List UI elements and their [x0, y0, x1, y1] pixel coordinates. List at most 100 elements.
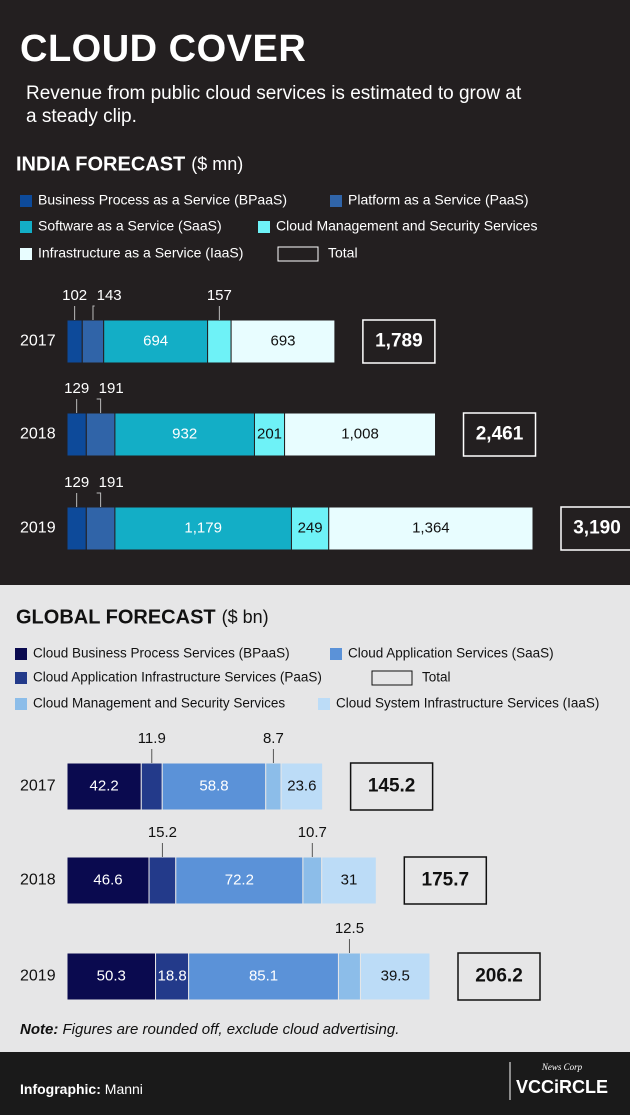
total-box [403, 856, 488, 905]
bar-segment [253, 412, 286, 457]
data-label: 11.9 [138, 730, 166, 747]
total-label: 206.2 [475, 966, 523, 987]
bar-segment [230, 319, 336, 364]
legend-total-box [277, 246, 319, 262]
y-tick-label: 2017 [20, 778, 56, 795]
legend-label: Infrastructure as a Service (IaaS) [38, 245, 243, 261]
data-label: 157 [207, 287, 232, 304]
data-label: 129 [64, 474, 89, 491]
bar-segment [280, 762, 324, 811]
data-label: 129 [64, 380, 89, 397]
legend-label: Cloud System Infrastructure Services (Ia… [336, 696, 599, 711]
total-label: 3,190 [573, 518, 621, 539]
legend-label: Total [328, 245, 358, 261]
data-label: 50.3 [97, 967, 126, 984]
legend-label: Software as a Service (SaaS) [38, 218, 222, 234]
legend-swatch [258, 221, 270, 233]
brand: VCCiRCLE [516, 1077, 608, 1097]
data-label: 15.2 [148, 824, 177, 841]
footer-credit: Infographic: Manni [20, 1081, 143, 1097]
legend-swatch [330, 648, 342, 660]
y-tick-label: 2018 [20, 426, 56, 443]
data-label: 191 [99, 474, 124, 491]
data-label: 72.2 [225, 871, 254, 888]
legend-swatch [20, 248, 32, 260]
leader-line [92, 305, 95, 320]
bar-segment [207, 319, 232, 364]
y-tick-label: 2017 [20, 333, 56, 350]
bar-segment [66, 762, 142, 811]
legend-label: Cloud Business Process Services (BPaaS) [33, 646, 290, 661]
bar-segment [284, 412, 437, 457]
total-label: 1,789 [375, 331, 423, 352]
footer-background [0, 1052, 630, 1115]
bar-segment [302, 856, 323, 905]
bar-segment [114, 412, 255, 457]
legend-label: Business Process as a Service (BPaaS) [38, 192, 287, 208]
legend-total-box [371, 670, 413, 686]
chart-unit: ($ mn) [191, 154, 243, 174]
total-box [462, 412, 537, 457]
bar-segment [337, 952, 361, 1001]
chart-title: INDIA FORECAST [16, 153, 185, 175]
title: CLOUD COVER [20, 28, 307, 70]
data-label: 191 [99, 380, 124, 397]
bar-segment [148, 856, 177, 905]
note: Note: Figures are rounded off, exclude c… [20, 1021, 399, 1038]
bar-segment [321, 856, 377, 905]
bar-segment [140, 762, 163, 811]
legend-swatch [15, 648, 27, 660]
data-label: 31 [341, 871, 358, 888]
legend-label: Total [422, 670, 451, 685]
chart-unit: ($ bn) [222, 607, 269, 627]
data-label: 1,364 [412, 519, 450, 536]
total-box [349, 762, 434, 811]
legend-swatch [318, 698, 330, 710]
data-label: 58.8 [199, 777, 228, 794]
bar-segment [265, 762, 282, 811]
data-label: 102 [62, 287, 87, 304]
y-tick-label: 2019 [20, 968, 56, 985]
data-label: 694 [143, 332, 168, 349]
data-label: 693 [270, 332, 295, 349]
bar-segment [66, 952, 157, 1001]
bar-segment [66, 506, 87, 551]
y-tick-label: 2019 [20, 520, 56, 537]
bar-segment [85, 412, 116, 457]
bar-segment [161, 762, 267, 811]
total-box [560, 506, 630, 551]
y-tick-label: 2018 [20, 872, 56, 889]
bar-segment [175, 856, 304, 905]
legend-swatch [15, 698, 27, 710]
data-label: 12.5 [335, 920, 364, 937]
bar-segment [85, 506, 116, 551]
data-label: 143 [97, 287, 122, 304]
leader-line [96, 492, 102, 507]
bar-segment [66, 319, 83, 364]
data-label: 932 [172, 425, 197, 442]
note-label: Note: [20, 1021, 58, 1038]
data-label: 8.7 [263, 730, 284, 747]
data-label: 85.1 [249, 967, 278, 984]
bar-segment [328, 506, 534, 551]
legend-swatch [330, 195, 342, 207]
legend-label: Cloud Application Services (SaaS) [348, 646, 554, 661]
brand-top: News Corp [541, 1062, 583, 1072]
data-label: 42.2 [90, 777, 119, 794]
legend-label: Cloud Application Infrastructure Service… [33, 670, 322, 685]
data-label: 1,179 [184, 519, 222, 536]
legend-swatch [15, 672, 27, 684]
total-box [362, 319, 436, 364]
bar-segment [114, 506, 292, 551]
legend-label: Platform as a Service (PaaS) [348, 192, 529, 208]
total-label: 2,461 [476, 424, 524, 445]
total-box [457, 952, 541, 1001]
credit-author: Manni [105, 1081, 143, 1097]
legend-swatch [20, 195, 32, 207]
bar-segment [103, 319, 209, 364]
bar-segment [66, 412, 87, 457]
legend-swatch [20, 221, 32, 233]
data-label: 18.8 [157, 967, 186, 984]
